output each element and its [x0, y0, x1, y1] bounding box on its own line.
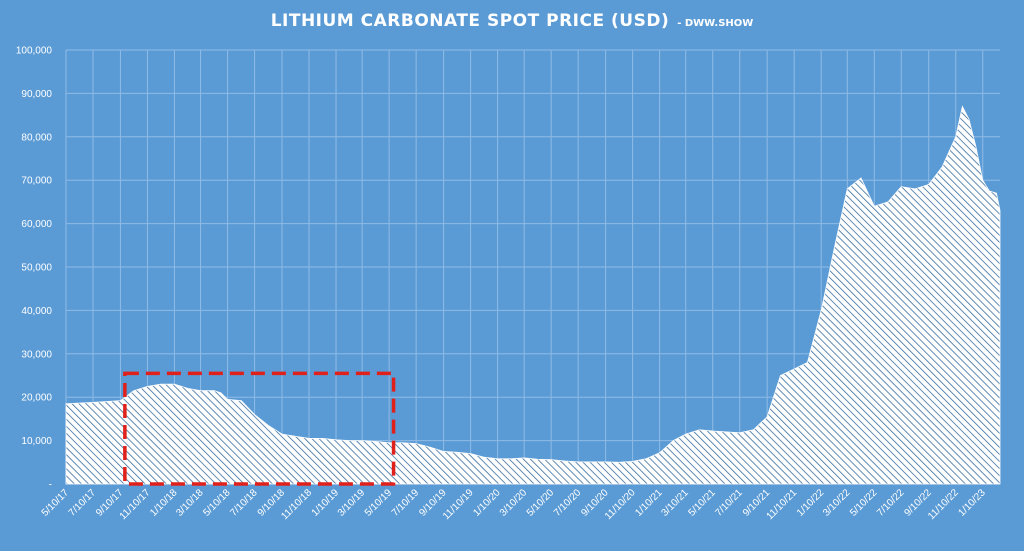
- x-tick-label: 5/10/17: [40, 487, 72, 519]
- y-tick-label: 40,000: [21, 306, 52, 317]
- x-tick-label: 1/10/21: [633, 487, 665, 519]
- area-series: [65, 105, 1001, 485]
- x-tick-label: 1/10/20: [471, 487, 503, 519]
- x-tick-label: 3/10/19: [336, 487, 368, 519]
- x-tick-label: 11/10/19: [441, 487, 476, 522]
- x-tick-label: 5/10/20: [525, 487, 557, 519]
- x-tick-label: 1/10/22: [795, 487, 827, 519]
- x-tick-label: 11/10/21: [765, 487, 800, 522]
- x-axis-ticks: 5/10/177/10/179/10/1711/10/171/10/183/10…: [40, 487, 988, 522]
- x-tick-label: 7/10/18: [228, 487, 260, 519]
- x-tick-label: 11/10/18: [279, 487, 314, 522]
- y-tick-label: 60,000: [21, 219, 52, 230]
- x-tick-label: 11/10/20: [603, 487, 638, 522]
- y-axis-ticks: - 10,000 20,000 30,000 40,000 50,000 60,000 70,…: [16, 46, 53, 491]
- highlight-rectangle: [123, 371, 396, 486]
- y-tick-label: 10,000: [21, 436, 52, 447]
- x-tick-label: 1/10/18: [148, 487, 180, 519]
- y-tick-label: -: [49, 480, 52, 491]
- y-tick-label: 90,000: [21, 89, 52, 100]
- y-tick-label: 70,000: [21, 176, 52, 187]
- x-tick-label: 5/10/22: [848, 487, 880, 519]
- y-tick-label: 100,000: [16, 46, 53, 57]
- x-tick-label: 7/10/21: [713, 487, 745, 519]
- x-tick-label: 3/10/20: [498, 487, 530, 519]
- x-tick-label: 3/10/22: [821, 487, 853, 519]
- x-tick-label: 1/10/23: [956, 487, 988, 519]
- y-tick-label: 20,000: [21, 393, 52, 404]
- chart-title: LITHIUM CARBONATE SPOT PRICE (USD): [271, 11, 670, 31]
- x-tick-label: 5/10/18: [201, 487, 233, 519]
- x-tick-label: 7/10/19: [390, 487, 422, 519]
- x-tick-label: 7/10/17: [67, 487, 99, 519]
- x-tick-label: 5/10/19: [363, 487, 395, 519]
- y-tick-label: 50,000: [21, 263, 52, 274]
- price-area: [65, 105, 1001, 485]
- x-tick-label: 7/10/22: [875, 487, 907, 519]
- x-tick-label: 11/10/22: [926, 487, 961, 522]
- x-tick-label: 7/10/20: [552, 487, 584, 519]
- y-tick-label: 80,000: [21, 132, 52, 143]
- y-tick-label: 30,000: [21, 349, 52, 360]
- highlight-box: [123, 371, 396, 486]
- x-tick-label: 3/10/18: [174, 487, 206, 519]
- x-tick-label: 1/10/19: [310, 487, 342, 519]
- chart-subtitle: - DWW.SHOW: [677, 18, 753, 29]
- x-tick-label: 3/10/21: [659, 487, 691, 519]
- x-tick-label: 11/10/17: [118, 487, 153, 522]
- x-tick-label: 5/10/21: [686, 487, 718, 519]
